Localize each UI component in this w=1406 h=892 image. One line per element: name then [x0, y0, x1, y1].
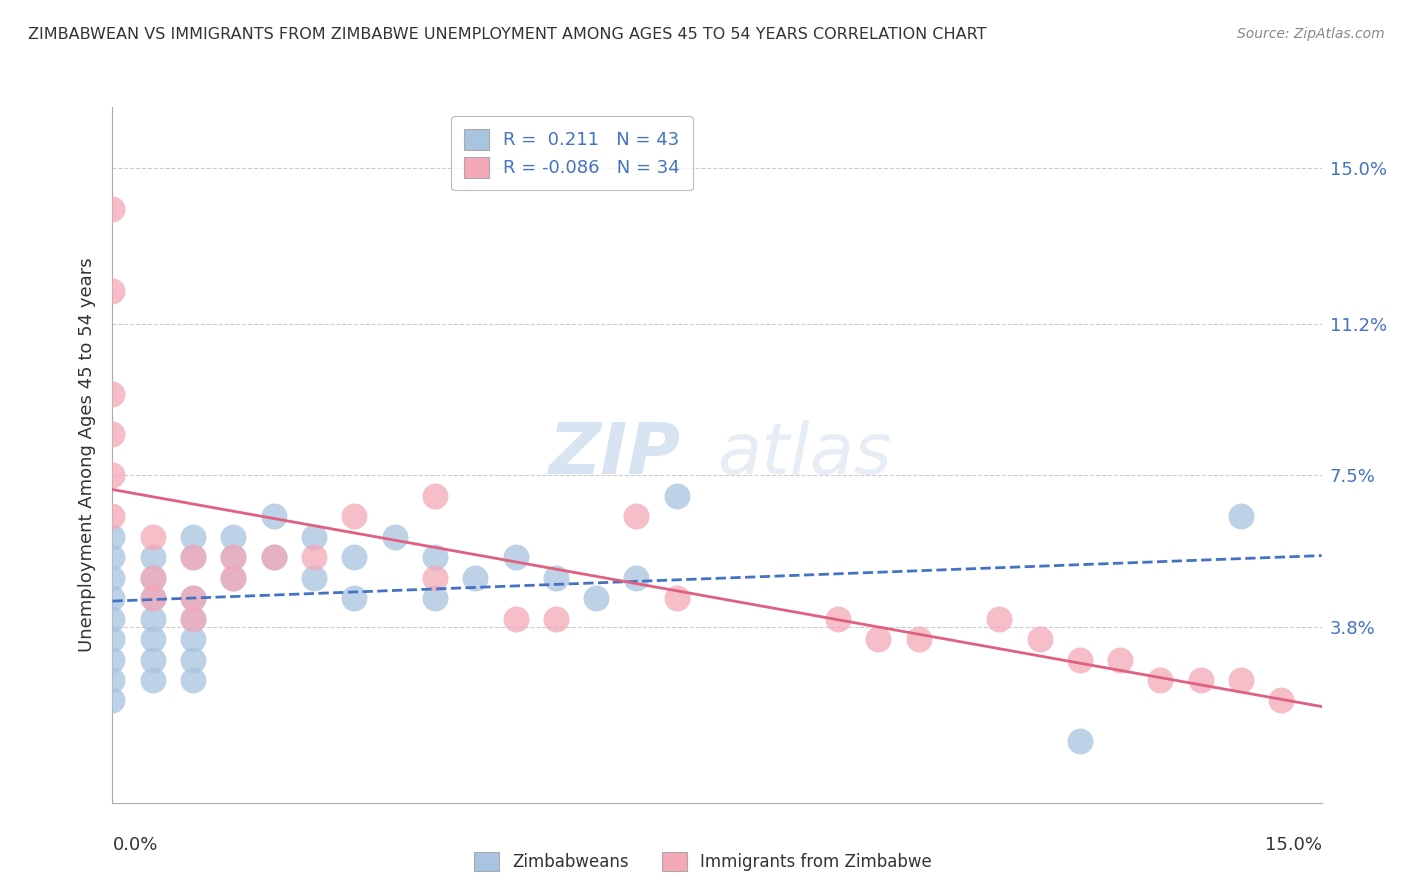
Point: [423, 571, 446, 585]
Point: [181, 530, 204, 544]
Point: [181, 591, 204, 606]
Point: [302, 571, 325, 585]
Point: [222, 530, 245, 544]
Point: [101, 693, 124, 707]
Text: Source: ZipAtlas.com: Source: ZipAtlas.com: [1237, 27, 1385, 41]
Point: [142, 632, 165, 646]
Point: [505, 550, 527, 565]
Point: [263, 550, 285, 565]
Point: [423, 550, 446, 565]
Point: [101, 386, 124, 401]
Point: [1028, 632, 1050, 646]
Point: [827, 612, 849, 626]
Point: [142, 550, 165, 565]
Point: [142, 571, 165, 585]
Point: [302, 550, 325, 565]
Point: [222, 571, 245, 585]
Point: [423, 489, 446, 503]
Point: [101, 612, 124, 626]
Point: [101, 509, 124, 524]
Y-axis label: Unemployment Among Ages 45 to 54 years: Unemployment Among Ages 45 to 54 years: [77, 258, 96, 652]
Point: [181, 550, 204, 565]
Point: [1270, 693, 1292, 707]
Point: [101, 632, 124, 646]
Point: [181, 612, 204, 626]
Text: ZIMBABWEAN VS IMMIGRANTS FROM ZIMBABWE UNEMPLOYMENT AMONG AGES 45 TO 54 YEARS CO: ZIMBABWEAN VS IMMIGRANTS FROM ZIMBABWE U…: [28, 27, 987, 42]
Text: atlas: atlas: [717, 420, 891, 490]
Text: ZIP: ZIP: [548, 420, 681, 490]
Point: [1230, 509, 1253, 524]
Point: [665, 591, 688, 606]
Point: [626, 509, 648, 524]
Point: [142, 591, 165, 606]
Point: [1149, 673, 1171, 687]
Point: [181, 591, 204, 606]
Point: [343, 591, 366, 606]
Point: [181, 652, 204, 666]
Point: [1189, 673, 1212, 687]
Point: [1069, 734, 1091, 748]
Point: [907, 632, 929, 646]
Point: [665, 489, 688, 503]
Point: [222, 550, 245, 565]
Point: [1109, 652, 1132, 666]
Point: [343, 509, 366, 524]
Point: [101, 284, 124, 298]
Point: [263, 509, 285, 524]
Point: [263, 550, 285, 565]
Point: [101, 673, 124, 687]
Point: [101, 571, 124, 585]
Text: 15.0%: 15.0%: [1264, 836, 1322, 854]
Point: [101, 468, 124, 483]
Point: [464, 571, 486, 585]
Point: [544, 612, 567, 626]
Point: [222, 550, 245, 565]
Point: [626, 571, 648, 585]
Legend: Zimbabweans, Immigrants from Zimbabwe: Zimbabweans, Immigrants from Zimbabwe: [465, 843, 941, 880]
Point: [181, 673, 204, 687]
Point: [101, 550, 124, 565]
Point: [988, 612, 1011, 626]
Point: [181, 632, 204, 646]
Point: [142, 530, 165, 544]
Point: [142, 571, 165, 585]
Point: [1069, 652, 1091, 666]
Point: [101, 652, 124, 666]
Point: [384, 530, 406, 544]
Point: [142, 612, 165, 626]
Point: [423, 591, 446, 606]
Point: [343, 550, 366, 565]
Point: [101, 202, 124, 217]
Point: [142, 673, 165, 687]
Point: [302, 530, 325, 544]
Point: [505, 612, 527, 626]
Point: [181, 550, 204, 565]
Point: [222, 571, 245, 585]
Point: [585, 591, 607, 606]
Point: [544, 571, 567, 585]
Point: [181, 612, 204, 626]
Point: [868, 632, 890, 646]
Point: [1230, 673, 1253, 687]
Legend: R =  0.211   N = 43, R = -0.086   N = 34: R = 0.211 N = 43, R = -0.086 N = 34: [451, 116, 693, 190]
Point: [142, 652, 165, 666]
Point: [101, 530, 124, 544]
Point: [142, 591, 165, 606]
Point: [101, 591, 124, 606]
Text: 0.0%: 0.0%: [112, 836, 157, 854]
Point: [101, 427, 124, 442]
